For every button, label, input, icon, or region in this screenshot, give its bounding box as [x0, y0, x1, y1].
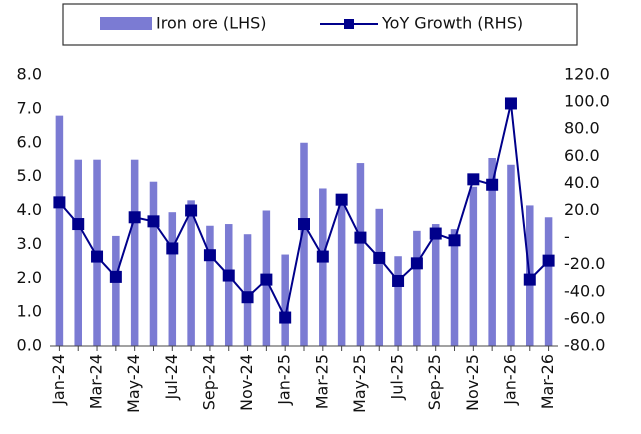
bar [112, 235, 120, 346]
line-marker [279, 311, 292, 324]
line-marker [147, 215, 160, 228]
bar [281, 254, 289, 346]
y-tick-label: 1.0 [17, 302, 42, 321]
x-tick-label: Sep-24 [199, 354, 218, 410]
y2-tick-label: 60.0 [564, 146, 600, 165]
line-marker [72, 218, 85, 231]
line-marker [392, 274, 405, 287]
legend-marker [344, 19, 354, 29]
bar [375, 208, 384, 346]
bar [187, 200, 195, 346]
bar [224, 224, 233, 346]
bar [243, 234, 252, 346]
line-marker [486, 178, 499, 191]
y-tick-label: 0.0 [17, 336, 42, 355]
bar [544, 217, 553, 346]
line-marker [166, 242, 179, 255]
x-tick-label: Mar-24 [87, 354, 106, 409]
bar [337, 196, 346, 346]
line-marker [185, 204, 198, 217]
bar [319, 188, 327, 346]
legend-label: YoY Growth (RHS) [381, 14, 523, 33]
x-tick-label: Nov-24 [237, 354, 256, 411]
y2-tick-label: -20.0 [564, 254, 605, 273]
bar [450, 229, 459, 346]
y2-tick-label: -60.0 [564, 308, 605, 327]
line-marker [53, 196, 66, 209]
line-marker [109, 270, 122, 283]
bar [469, 186, 478, 346]
y2-tick-label: 40.0 [564, 173, 600, 192]
x-tick-label: Mar-25 [312, 354, 331, 409]
line-marker [260, 273, 273, 286]
line-marker [467, 173, 480, 186]
bar [356, 163, 365, 346]
y2-tick-label: - [564, 227, 570, 246]
y2-tick-label: 20.0 [564, 200, 600, 219]
y2-tick-label: -80.0 [564, 336, 605, 355]
x-tick-label: Jul-25 [388, 354, 407, 400]
bar [130, 159, 139, 346]
bar [488, 157, 496, 346]
bar [413, 230, 421, 346]
x-tick-label: Jan-26 [500, 354, 519, 406]
line-marker [241, 291, 254, 304]
y2-tick-label: 80.0 [564, 119, 600, 138]
x-tick-label: Jan-24 [49, 354, 68, 406]
y-tick-label: 5.0 [17, 166, 42, 185]
bar [507, 164, 515, 346]
bar [149, 181, 158, 346]
line-marker [429, 227, 442, 240]
bar [206, 225, 214, 346]
bar [431, 224, 440, 346]
line-marker [128, 211, 141, 224]
line-marker [410, 257, 423, 270]
y-tick-label: 8.0 [17, 65, 42, 84]
line-marker [316, 250, 329, 263]
bar [55, 115, 64, 347]
line-marker [373, 251, 386, 264]
y-tick-label: 7.0 [17, 98, 42, 117]
line-marker [298, 218, 310, 231]
legend-label: Iron ore (LHS) [156, 14, 267, 33]
line-marker [542, 254, 555, 267]
x-tick-label: May-25 [350, 354, 369, 413]
x-tick-label: Nov-25 [463, 354, 482, 411]
line-marker [91, 250, 104, 263]
x-tick-label: Jul-24 [162, 354, 181, 400]
y2-tick-label: -40.0 [564, 281, 605, 300]
line-marker [354, 231, 367, 244]
line-marker [222, 269, 235, 282]
y-tick-label: 2.0 [17, 268, 42, 287]
x-tick-label: Mar-26 [538, 354, 557, 409]
line-marker [335, 193, 348, 206]
bar [74, 159, 82, 346]
line-marker [448, 234, 461, 247]
x-tick-label: May-24 [124, 354, 143, 413]
y2-tick-label: 120.0 [564, 65, 610, 84]
y-tick-label: 3.0 [17, 234, 42, 253]
line-marker [523, 273, 536, 286]
x-tick-label: Jan-25 [275, 354, 294, 406]
bar [168, 212, 177, 346]
y-tick-label: 6.0 [17, 132, 42, 151]
line-marker [203, 249, 216, 262]
bar [300, 142, 308, 346]
x-tick-label: Sep-25 [425, 354, 444, 410]
y-tick-label: 4.0 [17, 200, 42, 219]
line-marker [504, 97, 517, 110]
y2-tick-label: 100.0 [564, 92, 610, 111]
bar [394, 256, 402, 346]
legend-swatch [100, 17, 152, 30]
